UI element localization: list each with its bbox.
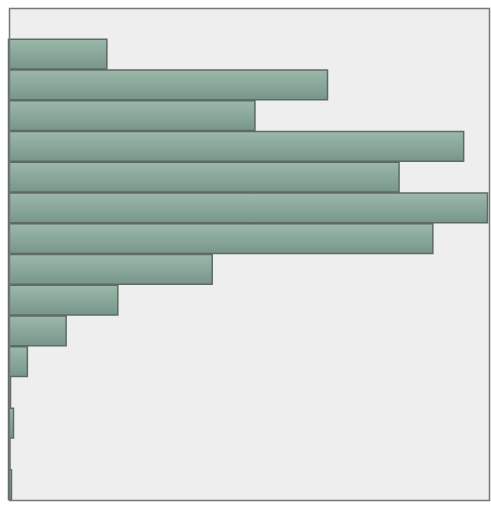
histogram-bar [7, 315, 67, 347]
histogram-bar [7, 100, 256, 132]
histogram-bar [7, 223, 434, 255]
histogram-bar [7, 38, 108, 70]
histogram-bar [7, 69, 329, 101]
histogram-bar [7, 284, 119, 316]
plot-frame [8, 7, 491, 502]
histogram-bar [7, 161, 400, 193]
histogram-bar [7, 130, 465, 162]
histogram-bar [7, 407, 15, 439]
histogram-bar [7, 192, 489, 224]
histogram-bar [7, 346, 29, 378]
histogram-bar [7, 253, 213, 285]
bars-group [7, 38, 489, 501]
